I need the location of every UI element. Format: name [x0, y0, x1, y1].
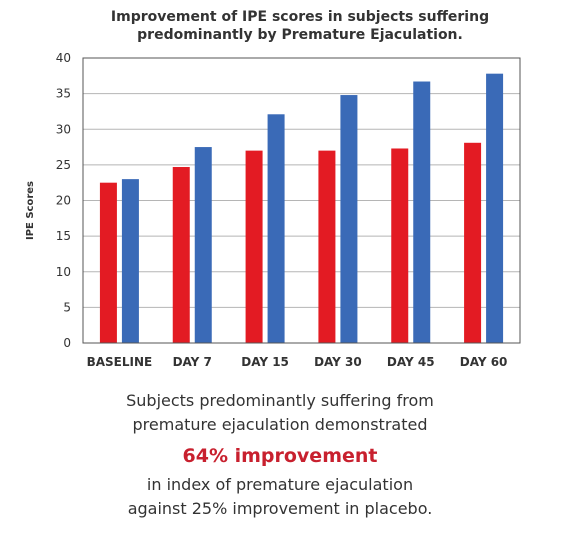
y-tick-labels: 0 5 10 15 20 25 30 35 40 [56, 51, 71, 350]
y-tick-label: 10 [56, 265, 71, 279]
caption-line-2: premature ejaculation demonstrated [132, 415, 428, 434]
bar-series-2-day-30 [340, 95, 358, 343]
bar-series-2-day-45 [413, 81, 431, 343]
caption-line-4: against 25% improvement in placebo. [127, 499, 433, 518]
grid-lines [83, 57, 520, 344]
bar-series-1-day-45 [391, 148, 409, 343]
bar-series-2-day-7 [194, 147, 212, 343]
bar-series-1-day-30 [318, 150, 336, 343]
bar-series-2-day-15 [267, 114, 285, 343]
caption-line-1: Subjects predominantly suffering from [126, 391, 434, 410]
caption-highlight: 64% improvement [182, 445, 378, 467]
caption: Subjects predominantly suffering from pr… [60, 389, 500, 521]
y-tick-label: 30 [56, 122, 71, 136]
chart-title: Improvement of IPE scores in subjects su… [110, 9, 490, 43]
plot-frame [82, 57, 521, 344]
y-tick-label: 25 [56, 158, 71, 172]
caption-line-3: in index of premature ejaculation [146, 475, 414, 494]
bar-series-1-baseline [99, 182, 117, 343]
x-tick-label: DAY 15 [241, 355, 289, 369]
y-tick-label: 35 [56, 87, 71, 101]
bar-series-1-day-60 [464, 142, 482, 343]
x-tick-label: DAY 60 [460, 355, 508, 369]
y-tick-label: 5 [63, 300, 71, 314]
x-tick-label: DAY 45 [387, 355, 435, 369]
bar-series-2-day-60 [486, 73, 504, 344]
bar-chart: 0 5 10 15 20 25 30 35 40 BASELINE DAY 7 DAY 15 DAY … [25, 51, 521, 369]
bars [99, 73, 504, 344]
y-tick-label: 0 [63, 336, 71, 350]
bar-series-1-day-7 [172, 167, 190, 343]
y-tick-label: 20 [56, 194, 71, 208]
bar-series-1-day-15 [245, 150, 263, 343]
y-tick-label: 15 [56, 229, 71, 243]
x-tick-labels: BASELINE DAY 7 DAY 15 DAY 30 DAY 45 DAY 60 [87, 355, 508, 369]
x-tick-label: DAY 30 [314, 355, 362, 369]
x-tick-label: DAY 7 [173, 355, 212, 369]
y-axis-label: IPE Scores [25, 181, 36, 240]
y-tick-label: 40 [56, 51, 71, 65]
bar-series-2-baseline [121, 179, 139, 343]
x-tick-label: BASELINE [87, 355, 153, 369]
